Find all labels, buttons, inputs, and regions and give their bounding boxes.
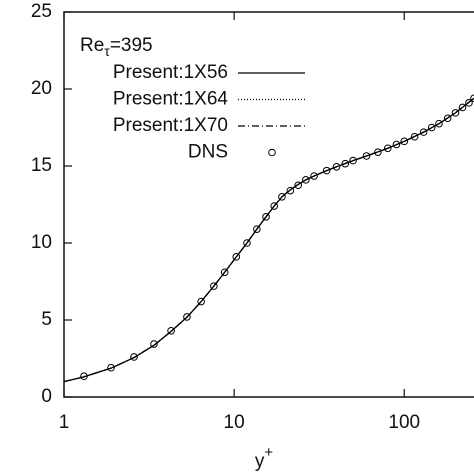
data-point (197, 297, 205, 306)
data-point (322, 166, 331, 175)
data-point (374, 148, 382, 156)
plot-frame (63, 11, 474, 398)
data-point (278, 193, 286, 201)
data-point (349, 156, 357, 165)
legend-label: Present:1X64 (113, 89, 229, 110)
data-point (465, 99, 473, 107)
data-point (392, 140, 401, 149)
legend-marker (268, 148, 276, 157)
x-tick-label: 1 (59, 412, 70, 433)
data-point (167, 326, 175, 335)
data-point (410, 132, 419, 141)
data-point (310, 172, 318, 180)
data-point (210, 282, 218, 290)
data-point (286, 186, 295, 195)
data-point (435, 119, 443, 128)
y-tick-label: 5 (41, 309, 52, 330)
data-point (362, 152, 371, 160)
data-point (451, 109, 460, 117)
data-point (470, 94, 474, 103)
legend-label: Present:1X70 (113, 115, 228, 136)
data-point (220, 268, 229, 277)
x-tick-label: 100 (388, 412, 420, 433)
data-point (294, 181, 302, 190)
data-point (427, 123, 436, 132)
data-point (150, 340, 158, 348)
data-point (243, 239, 251, 247)
data-point (341, 159, 350, 168)
legend-label: Present:1X56 (113, 62, 228, 83)
data-point (253, 225, 261, 233)
y-tick-label: 25 (31, 1, 52, 22)
data-point (443, 114, 452, 123)
y-tick-label: 15 (31, 155, 52, 176)
y-tick-label: 0 (41, 386, 52, 407)
y-tick-label: 20 (31, 78, 52, 99)
annotation-subscript: τ (104, 43, 110, 59)
data-point (400, 137, 409, 146)
annotation-rest: =395 (110, 35, 153, 56)
x-axis-label-sup: + (264, 444, 273, 461)
data-point (262, 213, 270, 221)
data-point (232, 253, 241, 261)
annotation-base: Re (80, 35, 104, 56)
data-line (63, 97, 474, 383)
data-line (63, 97, 474, 383)
x-axis-label-base: y (255, 451, 265, 472)
data-point (458, 103, 467, 112)
y-tick-label: 10 (31, 232, 52, 253)
legend-label: DNS (188, 142, 228, 163)
x-tick-label: 10 (224, 412, 245, 433)
data-point (183, 313, 191, 321)
x-axis-label: y+ (255, 444, 274, 472)
data-point (270, 202, 278, 210)
data-line (63, 97, 474, 383)
data-point (302, 176, 310, 184)
data-point (419, 128, 428, 136)
data-point (130, 353, 138, 361)
data-point (383, 144, 392, 153)
data-point (80, 372, 88, 381)
data-point (332, 162, 341, 171)
annotation: Reτ=395 (80, 35, 153, 59)
data-point (107, 363, 115, 372)
